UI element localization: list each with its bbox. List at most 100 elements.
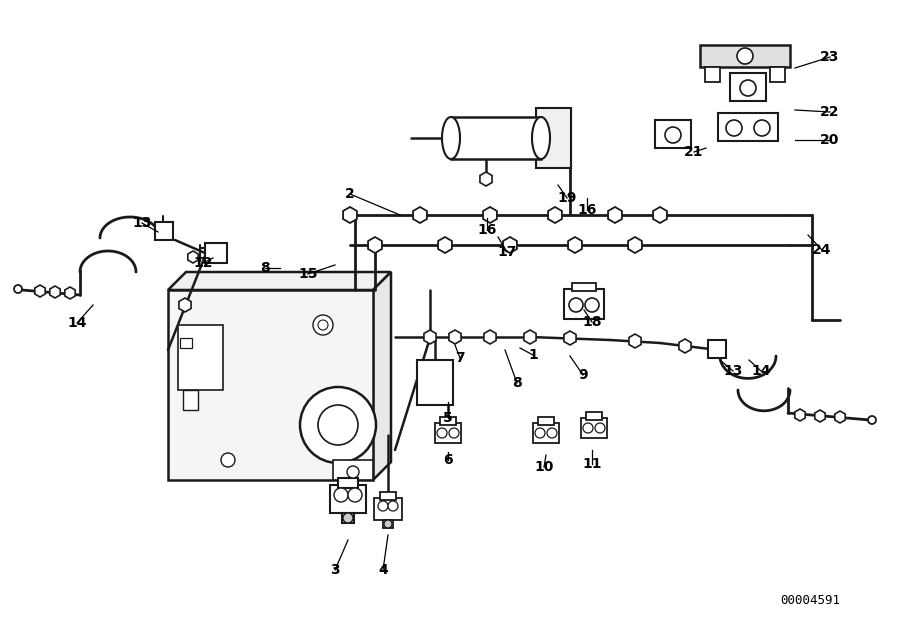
Bar bbox=[581, 418, 607, 438]
Polygon shape bbox=[188, 251, 198, 263]
Polygon shape bbox=[343, 207, 357, 223]
Circle shape bbox=[535, 428, 545, 438]
Polygon shape bbox=[168, 272, 391, 290]
Circle shape bbox=[754, 120, 770, 136]
Circle shape bbox=[449, 428, 459, 438]
Polygon shape bbox=[629, 334, 641, 348]
Circle shape bbox=[665, 127, 681, 143]
Bar bbox=[380, 492, 396, 500]
Circle shape bbox=[388, 501, 398, 511]
Polygon shape bbox=[628, 237, 642, 253]
Bar bbox=[700, 45, 790, 67]
Circle shape bbox=[347, 466, 359, 478]
Polygon shape bbox=[484, 330, 496, 344]
Polygon shape bbox=[65, 287, 76, 299]
Ellipse shape bbox=[532, 117, 550, 159]
Polygon shape bbox=[548, 207, 562, 223]
Circle shape bbox=[343, 513, 353, 523]
Polygon shape bbox=[480, 172, 492, 186]
Bar bbox=[451, 117, 541, 159]
Bar bbox=[183, 390, 198, 410]
Circle shape bbox=[318, 405, 358, 445]
Bar bbox=[730, 73, 766, 101]
Text: 2: 2 bbox=[345, 187, 355, 201]
Text: 12: 12 bbox=[194, 256, 212, 270]
Circle shape bbox=[384, 520, 392, 528]
Bar bbox=[705, 67, 720, 82]
Circle shape bbox=[300, 387, 376, 463]
Text: 4: 4 bbox=[378, 563, 388, 577]
Polygon shape bbox=[814, 410, 825, 422]
Bar bbox=[168, 290, 373, 480]
Circle shape bbox=[547, 428, 557, 438]
Circle shape bbox=[334, 488, 348, 502]
Circle shape bbox=[583, 423, 593, 433]
Polygon shape bbox=[795, 409, 806, 421]
Bar bbox=[180, 338, 192, 348]
Polygon shape bbox=[835, 411, 845, 423]
Circle shape bbox=[737, 48, 753, 64]
Circle shape bbox=[726, 120, 742, 136]
Polygon shape bbox=[503, 237, 517, 253]
Text: 00004591: 00004591 bbox=[780, 594, 840, 606]
Polygon shape bbox=[608, 207, 622, 223]
Circle shape bbox=[740, 80, 756, 96]
Bar bbox=[586, 412, 602, 420]
Polygon shape bbox=[653, 207, 667, 223]
Bar bbox=[338, 478, 358, 488]
Text: 16: 16 bbox=[577, 203, 597, 217]
Circle shape bbox=[221, 453, 235, 467]
Bar bbox=[718, 113, 778, 141]
Circle shape bbox=[348, 488, 362, 502]
Polygon shape bbox=[179, 298, 191, 312]
Circle shape bbox=[313, 315, 333, 335]
Bar bbox=[342, 513, 354, 523]
Polygon shape bbox=[373, 272, 391, 480]
Text: 19: 19 bbox=[557, 191, 577, 205]
Bar bbox=[374, 498, 402, 520]
Text: 3: 3 bbox=[330, 563, 340, 577]
Bar bbox=[572, 283, 596, 291]
Circle shape bbox=[14, 285, 22, 293]
Bar bbox=[564, 289, 604, 319]
Circle shape bbox=[378, 501, 388, 511]
Polygon shape bbox=[564, 331, 576, 345]
Polygon shape bbox=[438, 237, 452, 253]
Text: 8: 8 bbox=[260, 261, 270, 275]
Circle shape bbox=[595, 423, 605, 433]
Bar bbox=[330, 485, 366, 513]
Circle shape bbox=[318, 320, 328, 330]
Polygon shape bbox=[483, 207, 497, 223]
Bar bbox=[533, 423, 559, 443]
Bar bbox=[708, 340, 726, 358]
Polygon shape bbox=[50, 286, 60, 298]
Polygon shape bbox=[35, 285, 45, 297]
Text: 18: 18 bbox=[582, 315, 602, 329]
Text: 23: 23 bbox=[820, 50, 840, 64]
Bar bbox=[770, 67, 785, 82]
Polygon shape bbox=[449, 330, 461, 344]
Text: 14: 14 bbox=[68, 316, 86, 330]
Polygon shape bbox=[524, 330, 536, 344]
Text: 6: 6 bbox=[443, 453, 453, 467]
Bar bbox=[155, 222, 173, 240]
Text: 10: 10 bbox=[535, 460, 554, 474]
Circle shape bbox=[868, 416, 876, 424]
Circle shape bbox=[569, 298, 583, 312]
Text: 14: 14 bbox=[752, 364, 770, 378]
Text: 15: 15 bbox=[298, 267, 318, 281]
Text: 22: 22 bbox=[820, 105, 840, 119]
Polygon shape bbox=[679, 339, 691, 353]
Text: 13: 13 bbox=[132, 216, 152, 230]
Ellipse shape bbox=[442, 117, 460, 159]
Polygon shape bbox=[568, 237, 582, 253]
Text: 5: 5 bbox=[443, 411, 453, 425]
Bar bbox=[655, 120, 691, 148]
Text: 20: 20 bbox=[820, 133, 840, 147]
Text: 16: 16 bbox=[477, 223, 497, 237]
Text: 9: 9 bbox=[578, 368, 588, 382]
Bar bbox=[538, 417, 554, 425]
Polygon shape bbox=[424, 330, 436, 344]
Bar bbox=[178, 325, 223, 390]
Bar bbox=[383, 520, 393, 528]
